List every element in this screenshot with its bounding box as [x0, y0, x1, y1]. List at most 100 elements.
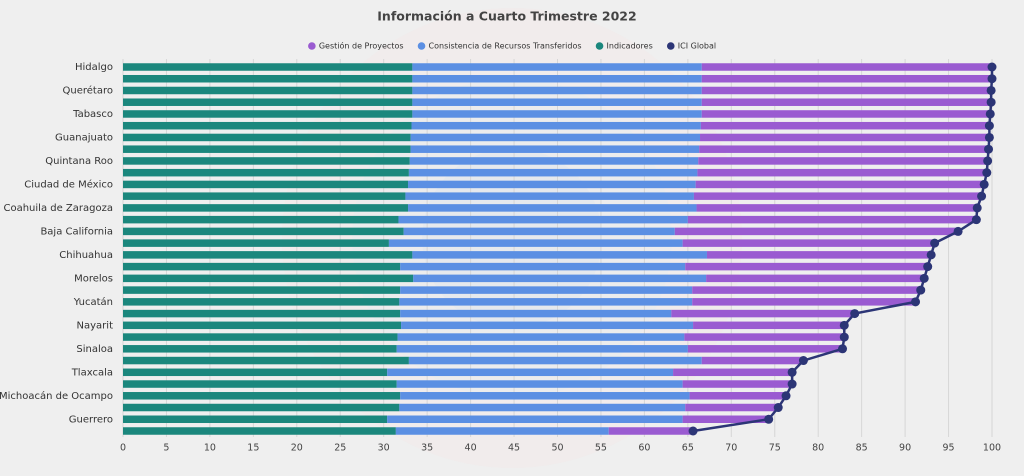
bar-segment — [123, 157, 410, 165]
legend-label: Indicadores — [607, 42, 653, 51]
bar-segment — [123, 345, 397, 353]
bar-segment — [123, 380, 397, 388]
bar-segment — [123, 415, 388, 424]
bar-segment — [123, 403, 400, 412]
y-tick-label: Morelos — [74, 273, 113, 284]
bar-segment — [398, 215, 688, 224]
bar-segment — [687, 215, 977, 224]
y-tick-label: Hidalgo — [75, 62, 113, 73]
bar-segment — [408, 168, 698, 177]
bar-segment — [123, 86, 413, 95]
x-tick-label: 50 — [551, 443, 563, 454]
bar-segment — [123, 356, 409, 365]
bar-segment — [123, 333, 398, 341]
bar-segment — [401, 321, 694, 330]
x-tick-label: 15 — [247, 443, 259, 454]
bar-segment — [123, 215, 399, 224]
y-tick-label: Quintana Roo — [45, 156, 113, 167]
y-tick-label: Nayarit — [77, 320, 114, 331]
bar-segment — [411, 121, 701, 130]
y-tick-label: Chihuahua — [59, 250, 113, 261]
x-tick-label: 5 — [163, 443, 169, 454]
bar-segment — [689, 392, 787, 400]
x-tick-label: 0 — [120, 443, 126, 454]
ici-point — [982, 168, 992, 178]
y-tick-label: Tabasco — [72, 109, 113, 120]
bar-segment — [387, 415, 683, 424]
bar-segment — [123, 204, 409, 212]
x-tick-label: 20 — [291, 443, 303, 454]
bar-segment — [412, 86, 702, 95]
bar-segment — [700, 133, 990, 142]
bar-segment — [412, 74, 702, 83]
ici-point — [688, 426, 698, 436]
bar-segment — [682, 239, 935, 247]
bar-segment — [408, 356, 702, 365]
bar-segment — [701, 86, 992, 95]
bar-segment — [412, 98, 702, 106]
x-tick-label: 25 — [334, 443, 346, 454]
x-tick-label: 45 — [508, 443, 520, 454]
x-tick-label: 65 — [682, 443, 694, 454]
x-tick-label: 35 — [421, 443, 433, 454]
ici-point — [984, 132, 994, 142]
bar-segment — [706, 274, 925, 283]
bar-segment — [412, 63, 702, 71]
bar-segment — [123, 251, 413, 259]
bar-segment — [410, 145, 700, 153]
bar-segment — [123, 145, 411, 153]
ici-point — [926, 250, 936, 260]
legend-label: Consistencia de Recursos Transferidos — [429, 42, 582, 51]
ici-point — [919, 273, 929, 283]
x-tick-label: 80 — [812, 443, 824, 454]
ici-point — [839, 332, 849, 342]
bar-segment — [701, 63, 992, 71]
y-tick-label: Sinaloa — [76, 344, 113, 355]
ici-point — [916, 285, 926, 295]
bar-segment — [123, 427, 396, 435]
bar-segment — [696, 204, 978, 212]
y-tick-label: Ciudad de México — [24, 178, 113, 190]
x-tick-label: 85 — [856, 443, 868, 454]
bar-segment — [682, 380, 793, 388]
legend: Gestión de Proyectos Consistencia de Recu… — [308, 41, 716, 51]
bar-segment — [400, 392, 690, 400]
y-tick-label: Michoacán de Ocampo — [0, 390, 113, 402]
ici-point — [972, 203, 982, 213]
ici-point — [930, 238, 940, 248]
bar-segment — [608, 427, 694, 435]
bar-segment — [395, 427, 609, 435]
bar-segment — [123, 274, 414, 283]
bar-segment — [674, 227, 959, 236]
bar-segment — [397, 333, 685, 341]
bar-segment — [409, 157, 699, 165]
bar-segment — [412, 251, 707, 259]
y-tick-label: Guanajuato — [55, 132, 113, 143]
bar-segment — [387, 368, 674, 377]
bar-segment — [123, 63, 413, 71]
x-tick-label: 60 — [638, 443, 650, 454]
bar-segment — [697, 168, 987, 177]
ici-point — [764, 414, 774, 424]
ici-point — [838, 344, 848, 354]
bar-segment — [687, 345, 843, 353]
bar-segment — [400, 286, 693, 294]
bar-segment — [700, 121, 990, 130]
x-tick-label: 30 — [378, 443, 390, 454]
x-tick-label: 55 — [595, 443, 607, 454]
ici-point — [987, 74, 997, 84]
x-tick-label: 90 — [899, 443, 911, 454]
bar-segment — [123, 110, 413, 118]
bar-segment — [123, 133, 411, 142]
ici-point — [923, 262, 933, 272]
bar-segment — [693, 192, 982, 200]
ici-point — [983, 156, 993, 166]
ici-point — [781, 391, 791, 401]
bar-segment — [706, 251, 932, 259]
bar-segment — [388, 239, 683, 247]
bar-segment — [123, 168, 409, 177]
bar-segment — [123, 392, 401, 400]
x-tick-label: 10 — [204, 443, 216, 454]
bar-segment — [673, 368, 793, 377]
